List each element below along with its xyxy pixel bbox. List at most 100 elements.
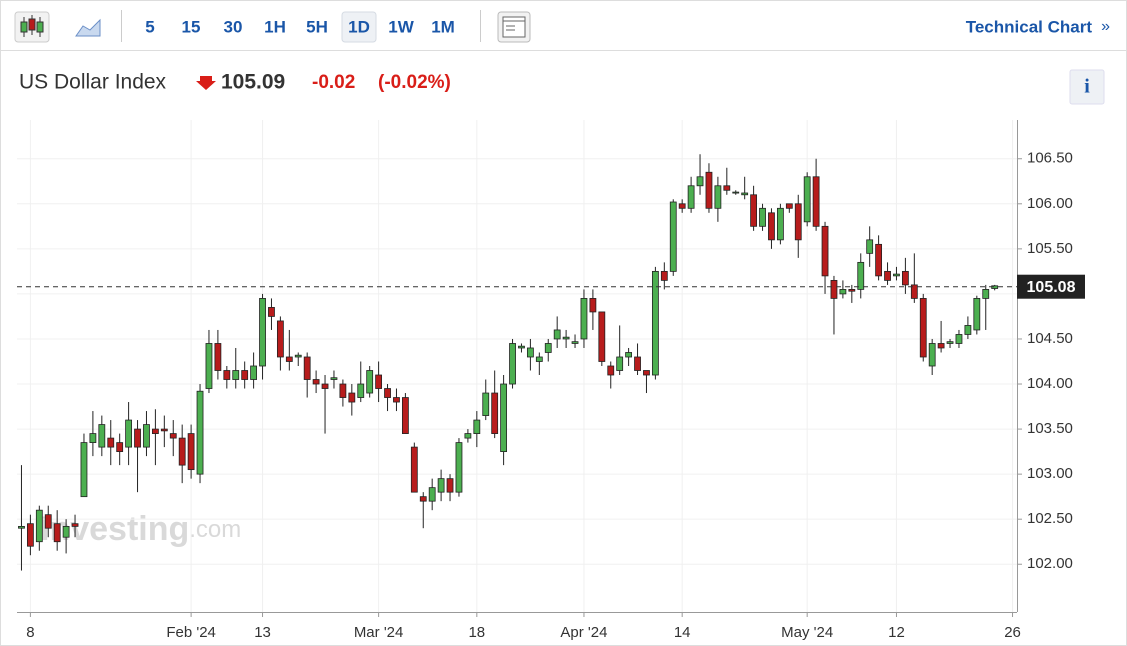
candle-body	[464, 433, 472, 439]
x-tick-label: 12	[888, 624, 905, 641]
candle-body	[893, 273, 900, 277]
candle-body	[205, 343, 213, 389]
x-tick-label: 13	[254, 624, 271, 641]
candle-body	[437, 478, 445, 493]
candle-body	[812, 176, 820, 227]
candle-body	[937, 343, 945, 349]
candle-body	[928, 343, 936, 367]
interval-button[interactable]: 15	[182, 17, 201, 36]
interval-button[interactable]: 1D	[348, 17, 370, 36]
candle-body	[776, 207, 784, 241]
candle-body	[250, 365, 258, 380]
candle-body	[160, 428, 168, 432]
candle-body	[848, 289, 856, 292]
candle-body	[89, 433, 97, 443]
candle-body	[44, 514, 52, 529]
last-price: 105.09	[221, 71, 285, 94]
candle-body	[285, 356, 293, 362]
candle-body	[366, 370, 374, 394]
candle-body	[535, 356, 543, 362]
candle-body	[643, 370, 650, 376]
candle-body	[803, 176, 811, 223]
interval-button[interactable]: 1W	[388, 17, 414, 36]
candle-body	[321, 383, 329, 389]
y-tick-label: 106.50	[1027, 150, 1073, 167]
instrument-name: US Dollar Index	[19, 71, 167, 94]
candle-body	[785, 203, 793, 209]
candle-body	[500, 383, 508, 453]
candle-body	[259, 298, 266, 367]
candle-body	[669, 201, 677, 272]
interval-button[interactable]: 30	[224, 17, 243, 36]
x-tick-label: Feb '24	[166, 624, 216, 641]
candle-body	[187, 433, 195, 471]
watermark: Investing.com	[40, 510, 241, 548]
candle-body	[553, 329, 561, 340]
link-chevron[interactable]: »	[1101, 18, 1110, 35]
candle-body	[696, 176, 704, 187]
candle-body	[134, 428, 141, 448]
candle-body	[973, 298, 981, 331]
candle-body	[946, 341, 954, 344]
candle-body	[294, 354, 302, 358]
candle-body	[964, 325, 972, 335]
candle-body	[741, 192, 749, 196]
candle-body	[303, 356, 311, 380]
candle-body	[53, 523, 61, 543]
candle-icon[interactable]	[14, 11, 50, 43]
area-icon[interactable]	[75, 18, 101, 37]
candle-body	[268, 307, 275, 317]
info-button[interactable]	[1069, 69, 1105, 105]
candle-body	[678, 203, 686, 209]
candle-body	[616, 356, 624, 371]
candle-body	[455, 442, 463, 493]
candle-body	[875, 243, 883, 277]
interval-button[interactable]: 1M	[431, 17, 455, 36]
candle-body	[589, 298, 597, 313]
candle-body	[794, 203, 802, 241]
candle-body	[410, 446, 418, 493]
percent-change: (-0.02%)	[378, 72, 451, 93]
x-tick-label: 14	[674, 624, 691, 641]
interval-button[interactable]: 1H	[264, 17, 286, 36]
x-tick-label: May '24	[781, 624, 833, 641]
candle-body	[607, 365, 615, 376]
y-tick-label: 102.00	[1027, 555, 1073, 572]
candle-body	[98, 424, 106, 448]
candle-body	[232, 370, 240, 380]
candle-body	[857, 261, 865, 290]
candle-body	[634, 356, 641, 371]
chart: Investing.com 102.00 102.50 103.00 103.50 104…	[17, 120, 1085, 641]
candle-body	[982, 289, 990, 299]
candle-body	[919, 298, 927, 358]
candle-body	[839, 289, 847, 295]
technical-chart-link[interactable]: Technical Chart	[966, 17, 1093, 36]
interval-button[interactable]: 5	[145, 17, 154, 36]
icon-glyph	[502, 16, 526, 38]
candle-body	[178, 437, 186, 466]
y-tick-label: 103.50	[1027, 420, 1073, 437]
candle-body	[491, 392, 499, 434]
x-tick-label: 8	[26, 624, 34, 641]
active-interval-box[interactable]	[341, 11, 377, 43]
candle-body	[223, 370, 231, 380]
layout-icon[interactable]	[497, 11, 531, 43]
candle-body	[151, 428, 159, 434]
info-glyph[interactable]: i	[1084, 76, 1090, 98]
candle-body	[598, 311, 606, 362]
watermark-brand: Investing	[40, 510, 189, 548]
candle-body	[732, 191, 740, 194]
x-tick-label: 26	[1004, 624, 1021, 641]
candle-body	[473, 419, 481, 434]
candle-body	[660, 270, 668, 281]
interval-button[interactable]: 5H	[306, 17, 328, 36]
candle-body	[214, 343, 222, 371]
candle-body	[62, 525, 70, 538]
candle-body	[384, 388, 391, 398]
candle-body	[26, 523, 34, 547]
candle-body	[125, 419, 133, 448]
candle-body	[18, 525, 25, 529]
candle-body	[241, 370, 249, 380]
icon-body	[36, 21, 44, 33]
candle-body	[196, 390, 204, 475]
